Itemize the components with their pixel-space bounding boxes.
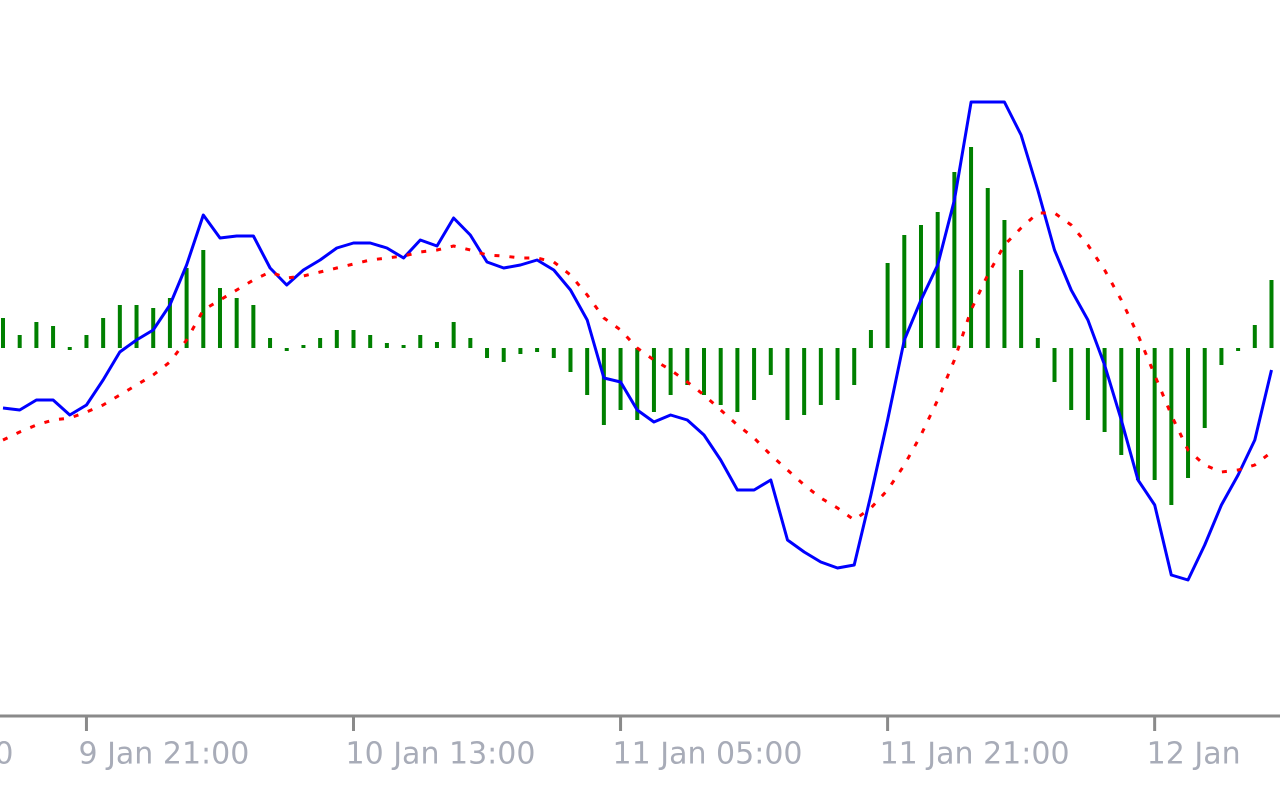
- histogram-bar: [568, 348, 573, 372]
- histogram-bar: [418, 335, 423, 348]
- histogram-bar: [802, 348, 807, 415]
- histogram-bar: [868, 330, 873, 348]
- histogram-bar: [468, 338, 473, 348]
- histogram-bar: [518, 348, 523, 354]
- histogram-bar: [1202, 348, 1207, 428]
- histogram-bar: [1252, 325, 1257, 348]
- histogram-bar: [1102, 348, 1107, 432]
- histogram-bar: [685, 348, 690, 385]
- histogram-bar: [384, 343, 389, 348]
- histogram-bar: [551, 348, 556, 358]
- histogram-bar: [918, 225, 923, 348]
- histogram-bar: [1169, 348, 1174, 505]
- histogram-bar: [101, 318, 106, 348]
- histogram-bar: [134, 305, 139, 348]
- histogram-bar: [651, 348, 656, 412]
- histogram-bar: [785, 348, 790, 420]
- histogram-bar: [601, 348, 606, 425]
- histogram-bar: [485, 348, 490, 358]
- histogram-bar: [34, 322, 39, 348]
- histogram-bar: [51, 326, 56, 348]
- histogram-bar: [434, 342, 439, 348]
- histogram-bar: [401, 345, 406, 348]
- x-tick-label: 0: [0, 737, 13, 772]
- histogram-bar: [635, 348, 640, 420]
- histogram-bar: [217, 288, 222, 348]
- histogram-bar: [334, 330, 339, 348]
- histogram-bar: [835, 348, 840, 400]
- histogram-bar: [952, 172, 957, 348]
- histogram-bar: [1052, 348, 1057, 382]
- histogram-bar: [451, 322, 456, 348]
- histogram-bar: [301, 345, 306, 348]
- histogram-bar: [902, 235, 907, 348]
- histogram-bar: [768, 348, 773, 375]
- histogram-bar: [702, 348, 707, 395]
- histogram-bar: [184, 268, 189, 348]
- histogram-bar: [752, 348, 757, 400]
- histogram-bar: [167, 298, 172, 348]
- histogram-bar: [84, 335, 89, 348]
- histogram-bar: [535, 348, 540, 352]
- histogram-bar: [668, 348, 673, 395]
- histogram-bar: [67, 347, 72, 350]
- histogram-bar: [818, 348, 823, 405]
- histogram-bar: [1019, 270, 1024, 348]
- histogram-bar: [969, 147, 974, 348]
- histogram-bar: [1135, 348, 1140, 480]
- histogram-bar: [1, 318, 6, 348]
- signal-line: [2, 211, 1273, 522]
- histogram-bar: [718, 348, 723, 405]
- histogram-bar: [885, 263, 890, 348]
- histogram-bar: [284, 348, 289, 351]
- histogram-bar: [1035, 338, 1040, 348]
- x-tick-label: 11 Jan 21:00: [880, 737, 1070, 772]
- histogram-bar: [234, 298, 239, 348]
- histogram-bar: [368, 335, 373, 348]
- histogram-bar: [735, 348, 740, 412]
- histogram-bar: [1152, 348, 1157, 480]
- macd-line: [2, 100, 1273, 582]
- histogram-bar: [1085, 348, 1090, 420]
- histogram-bar: [585, 348, 590, 395]
- x-tick-label: 12 Jan: [1147, 737, 1241, 772]
- histogram-bar: [251, 305, 256, 348]
- histogram-bar: [1186, 348, 1191, 478]
- histogram-bar: [618, 348, 623, 410]
- x-tick-label: 9 Jan 21:00: [78, 737, 249, 772]
- histogram-bar: [318, 338, 323, 348]
- histogram-bar: [1119, 348, 1124, 455]
- x-tick-label: 11 Jan 05:00: [613, 737, 803, 772]
- histogram-bar: [1269, 280, 1274, 348]
- histogram-bar: [1236, 348, 1241, 351]
- histogram-bar: [1219, 348, 1224, 365]
- histogram-bar: [268, 338, 273, 348]
- histogram-bar: [501, 348, 506, 362]
- histogram-bar: [201, 250, 206, 348]
- histogram-bar: [1002, 220, 1007, 348]
- histogram-bar: [985, 188, 990, 348]
- histogram-bar: [17, 335, 22, 348]
- histogram-bar: [117, 305, 122, 348]
- histogram-bar: [935, 212, 940, 348]
- histogram-bar: [1069, 348, 1074, 410]
- histogram-bar: [852, 348, 857, 385]
- histogram-bar: [351, 330, 356, 348]
- x-tick-label: 10 Jan 13:00: [346, 737, 536, 772]
